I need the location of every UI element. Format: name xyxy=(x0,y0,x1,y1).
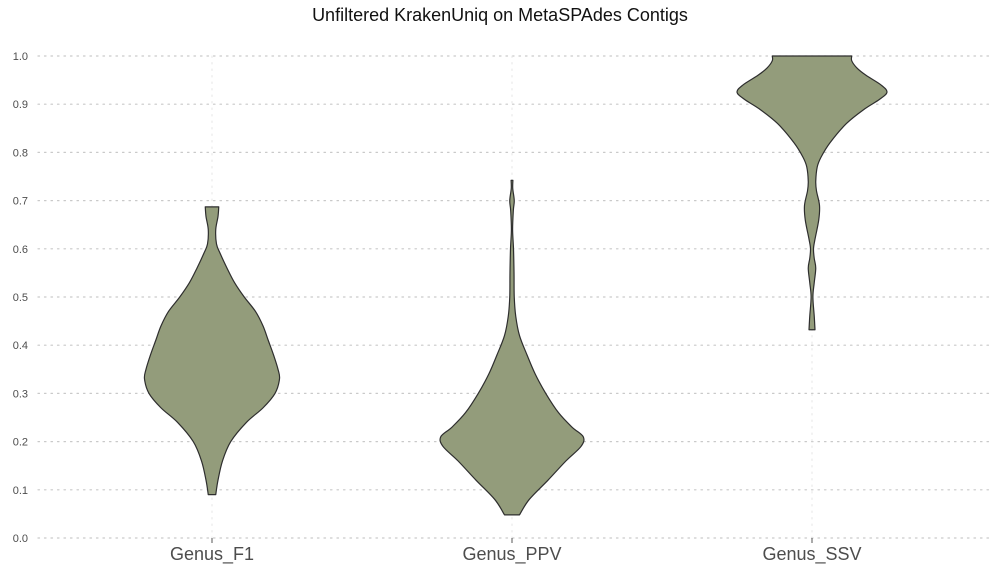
y-tick-label: 0.3 xyxy=(13,388,28,400)
y-tick-label: 0.4 xyxy=(13,340,28,352)
y-tick-label: 0.6 xyxy=(13,244,28,256)
y-tick-label: 0.7 xyxy=(13,196,28,208)
y-tick-label: 0.5 xyxy=(13,292,28,304)
y-tick-label: 1.0 xyxy=(13,51,28,63)
y-tick-label: 0.1 xyxy=(13,485,28,497)
x-tick-label: Genus_PPV xyxy=(462,544,561,565)
y-tick-label: 0.8 xyxy=(13,147,28,159)
violin-genus-ppv xyxy=(439,179,585,516)
violin-layer xyxy=(143,55,888,516)
x-tick-label: Genus_F1 xyxy=(170,544,254,565)
x-tick-label: Genus_SSV xyxy=(762,544,861,565)
y-tick-label: 0.0 xyxy=(13,533,28,545)
chart-title: Unfiltered KrakenUniq on MetaSPAdes Cont… xyxy=(312,5,688,25)
violin-genus-f1 xyxy=(143,206,281,496)
tick-layer: 0.0 0.1 0.2 0.3 0.4 0.5 0.6 0.7 0.8 0.9 1.0 Genus_F… xyxy=(13,51,862,565)
violin-genus-ssv xyxy=(736,55,888,331)
y-tick-label: 0.9 xyxy=(13,99,28,111)
y-tick-label: 0.2 xyxy=(13,437,28,449)
